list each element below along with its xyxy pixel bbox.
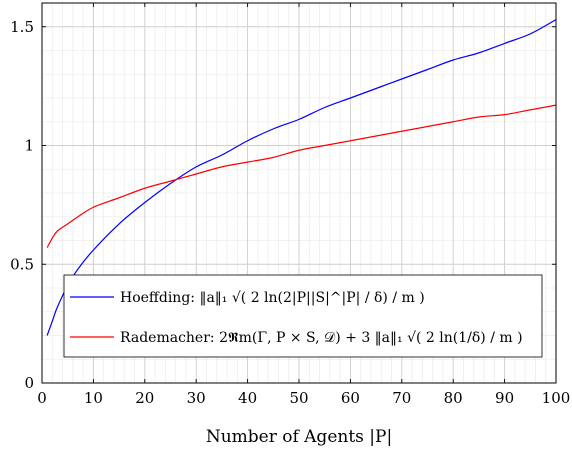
x-tick-label: 0	[37, 389, 47, 407]
y-tick-label: 0.5	[10, 255, 34, 273]
x-axis-label: Number of Agents |P|	[206, 427, 392, 447]
series-line-0	[46, 19, 557, 336]
legend-label-hoeffding: Hoeffding: ‖a‖₁ √( 2 ln(2|P||S|^|P| / δ)…	[120, 290, 425, 306]
x-tick-label: 90	[495, 389, 514, 407]
x-tick-label: 30	[187, 389, 206, 407]
series-line-1	[46, 104, 557, 248]
x-tick-label: 60	[341, 389, 360, 407]
x-tick-label: 20	[135, 389, 154, 407]
x-tick-label: 70	[392, 389, 411, 407]
x-tick-label: 40	[238, 389, 257, 407]
legend-box	[63, 274, 543, 358]
axis-ticks	[41, 3, 557, 384]
x-tick-label: 80	[444, 389, 463, 407]
y-tick-label: 1	[24, 137, 34, 155]
y-tick-labels: 0 0.5 1 1.5	[10, 18, 34, 392]
legend-label-rademacher: Rademacher: 2𝕽m(Γ, P × S, 𝒟) + 3 ‖a‖₁ √(…	[120, 330, 523, 346]
legend: Hoeffding: ‖a‖₁ √( 2 ln(2|P||S|^|P| / δ)…	[63, 274, 543, 358]
x-tick-label: 10	[84, 389, 103, 407]
y-tick-label: 0	[24, 374, 34, 392]
y-tick-label: 1.5	[10, 18, 34, 36]
x-tick-label: 50	[289, 389, 308, 407]
x-tick-label: 100	[542, 389, 571, 407]
series-layer	[46, 19, 557, 336]
x-tick-labels: 0 10 20 30 40 50 60 70 80 90 100	[37, 389, 570, 407]
